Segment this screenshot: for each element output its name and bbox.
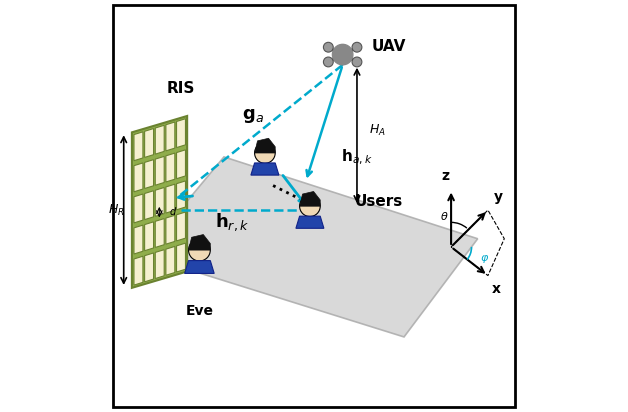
Polygon shape [166,153,175,182]
Text: Eve: Eve [185,304,214,318]
Polygon shape [155,219,164,248]
Polygon shape [155,125,164,154]
Polygon shape [166,122,175,151]
Polygon shape [188,234,210,250]
Text: $H_A$: $H_A$ [369,123,386,138]
Polygon shape [185,261,214,274]
Polygon shape [176,119,185,147]
Text: Users: Users [355,194,403,209]
Text: $\theta$: $\theta$ [440,210,449,222]
Circle shape [323,57,333,67]
Polygon shape [166,246,175,275]
Circle shape [352,57,362,67]
Polygon shape [134,163,143,192]
Polygon shape [155,250,164,279]
Text: RIS: RIS [167,80,195,96]
Text: $d$: $d$ [169,205,177,217]
Polygon shape [144,129,154,157]
Circle shape [352,42,362,52]
Text: x: x [492,282,501,296]
Circle shape [323,42,333,52]
Polygon shape [166,184,175,213]
Circle shape [254,143,275,163]
Polygon shape [254,138,275,153]
Polygon shape [251,163,279,175]
Text: $\mathbf{g}_{a}$: $\mathbf{g}_{a}$ [242,107,264,125]
Polygon shape [176,181,185,210]
Text: $\mathbf{h}_{a,k}$: $\mathbf{h}_{a,k}$ [340,147,372,166]
Polygon shape [144,253,154,282]
Circle shape [332,44,353,65]
Polygon shape [144,159,154,189]
Polygon shape [134,256,143,285]
Polygon shape [134,225,143,254]
Polygon shape [144,222,154,251]
Text: $H_R$: $H_R$ [109,203,125,218]
Circle shape [300,196,320,217]
Text: $\mathbf{h}_{r,k}$: $\mathbf{h}_{r,k}$ [215,212,249,233]
Polygon shape [134,132,143,161]
Polygon shape [176,212,185,241]
Polygon shape [166,215,175,244]
Polygon shape [300,192,320,206]
Circle shape [188,239,210,261]
Polygon shape [144,191,154,220]
Text: UAV: UAV [371,39,406,54]
Polygon shape [155,157,164,185]
Polygon shape [132,116,187,288]
Polygon shape [296,216,324,228]
Text: z: z [441,169,449,183]
Text: $\varphi$: $\varphi$ [480,253,489,265]
Polygon shape [155,187,164,216]
Polygon shape [134,194,143,223]
Text: y: y [494,190,503,204]
Polygon shape [142,157,478,337]
Polygon shape [176,243,185,272]
Polygon shape [176,150,185,179]
